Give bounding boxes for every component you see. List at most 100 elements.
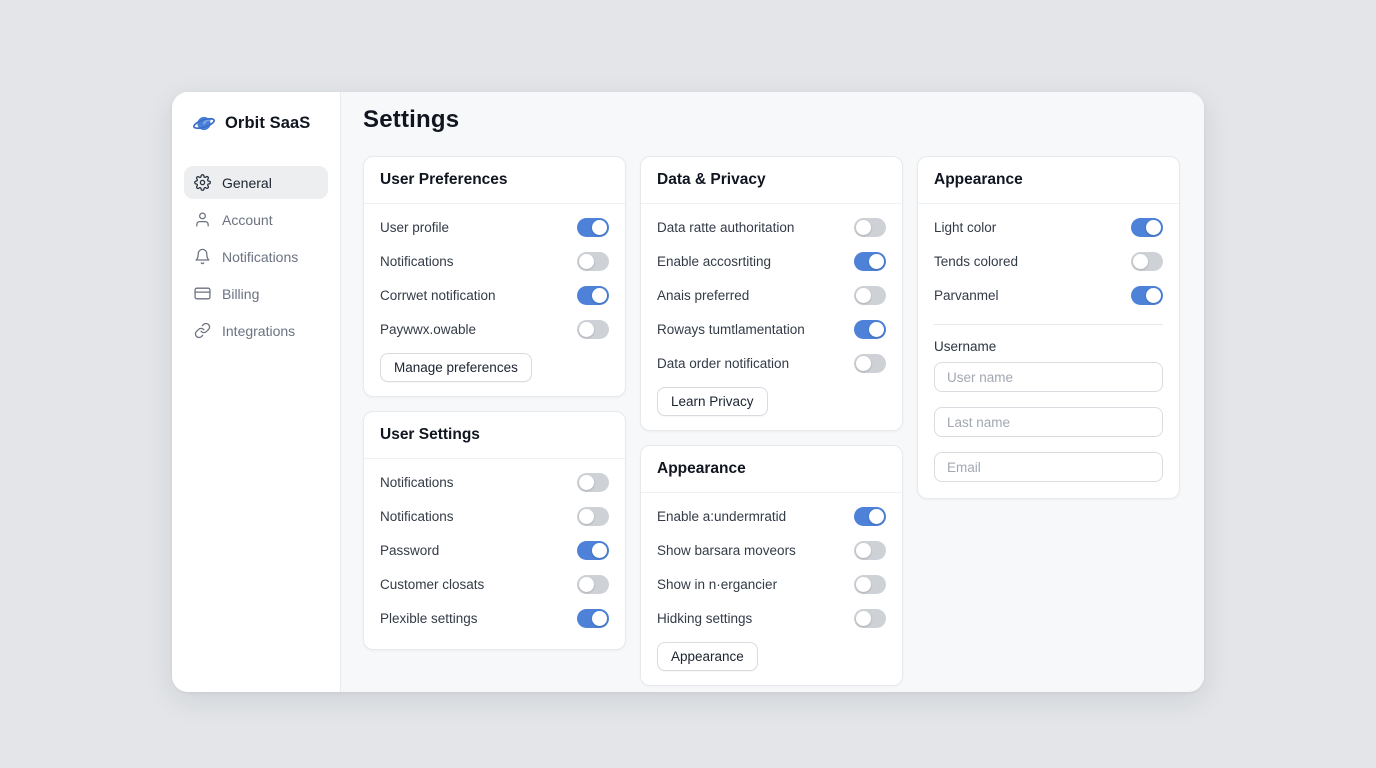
setting-label: Show barsara moveors xyxy=(657,542,796,558)
card-title: Appearance xyxy=(934,171,1023,188)
planet-icon xyxy=(193,116,215,131)
toggle-switch[interactable] xyxy=(1131,251,1163,271)
setting-label: Show in n·ergancier xyxy=(657,576,778,592)
toggle-knob xyxy=(869,321,884,337)
card-title: User Settings xyxy=(380,426,480,443)
toggle-knob xyxy=(592,542,607,558)
toggle-knob xyxy=(579,576,594,592)
sidebar-item-account[interactable]: Account xyxy=(184,203,328,236)
toggle-switch[interactable] xyxy=(577,217,609,237)
setting-row: Show barsara moveors xyxy=(657,533,886,567)
toggle-knob xyxy=(579,474,594,490)
setting-row: Enable accosrtiting xyxy=(657,244,886,278)
card-header: User Preferences xyxy=(364,157,625,204)
settings-window: Orbit SaaS General Account Notif xyxy=(172,92,1204,692)
first-name-input[interactable] xyxy=(934,362,1163,392)
card-columns: User Preferences User profile Notificati… xyxy=(363,156,1180,686)
toggle-switch[interactable] xyxy=(854,574,886,594)
setting-row: Tends colored xyxy=(934,244,1163,278)
data-privacy-card: Data & Privacy Data ratte authoritation … xyxy=(640,156,903,431)
card-title: User Preferences xyxy=(380,171,508,188)
user-icon xyxy=(196,212,209,227)
card-title: Appearance xyxy=(657,460,746,477)
setting-row: Notifications xyxy=(380,499,609,533)
toggle-switch[interactable] xyxy=(577,472,609,492)
toggle-switch[interactable] xyxy=(577,285,609,305)
toggle-switch[interactable] xyxy=(854,540,886,560)
card-header: Data & Privacy xyxy=(641,157,902,204)
toggle-switch[interactable] xyxy=(1131,285,1163,305)
toggle-knob xyxy=(592,610,607,626)
sidebar-item-label: Account xyxy=(222,211,273,228)
appearance-button[interactable]: Appearance xyxy=(657,642,758,671)
sidebar-item-label: Billing xyxy=(222,285,260,302)
toggle-switch[interactable] xyxy=(854,353,886,373)
card-body: Light color Tends colored Parvanmel U xyxy=(918,204,1179,498)
learn-privacy-button[interactable]: Learn Privacy xyxy=(657,387,768,416)
column-1: User Preferences User profile Notificati… xyxy=(363,156,626,650)
card-body: User profile Notifications Corrwet notif… xyxy=(364,204,625,396)
toggle-knob xyxy=(592,287,607,303)
toggle-knob xyxy=(856,355,871,371)
setting-row: Corrwet notification xyxy=(380,278,609,312)
toggle-switch[interactable] xyxy=(854,251,886,271)
column-3: Appearance Light color Tends colored Par… xyxy=(917,156,1180,499)
sidebar-item-integrations[interactable]: Integrations xyxy=(184,314,328,347)
setting-row: Data order notification xyxy=(657,346,886,380)
toggle-switch[interactable] xyxy=(577,540,609,560)
setting-label: Light color xyxy=(934,219,997,235)
setting-label: Enable a:undermratid xyxy=(657,508,787,524)
setting-row: Notifications xyxy=(380,465,609,499)
card-body: Notifications Notifications Password xyxy=(364,459,625,649)
manage-preferences-button[interactable]: Manage preferences xyxy=(380,353,532,382)
toggle-switch[interactable] xyxy=(1131,217,1163,237)
setting-label: User profile xyxy=(380,219,450,235)
toggle-knob xyxy=(1146,219,1161,235)
sidebar-item-billing[interactable]: Billing xyxy=(184,277,328,310)
setting-row: Light color xyxy=(934,210,1163,244)
toggle-switch[interactable] xyxy=(854,506,886,526)
toggle-switch[interactable] xyxy=(854,608,886,628)
toggle-switch[interactable] xyxy=(854,285,886,305)
toggle-knob xyxy=(1133,253,1148,269)
user-preferences-card: User Preferences User profile Notificati… xyxy=(363,156,626,397)
link-icon xyxy=(194,322,211,339)
column-2: Data & Privacy Data ratte authoritation … xyxy=(640,156,903,686)
setting-row: Customer closats xyxy=(380,567,609,601)
setting-label: Customer closats xyxy=(380,576,485,592)
sidebar-item-label: Notifications xyxy=(222,248,299,265)
appearance-card-right: Appearance Light color Tends colored Par… xyxy=(917,156,1180,499)
setting-label: Data ratte authoritation xyxy=(657,219,795,235)
toggle-knob xyxy=(856,542,871,558)
setting-label: Notifications xyxy=(380,474,454,490)
sidebar-item-label: General xyxy=(222,174,272,191)
email-input[interactable] xyxy=(934,452,1163,482)
toggle-knob xyxy=(856,219,871,235)
card-header: User Settings xyxy=(364,412,625,459)
appearance-card-mid: Appearance Enable a:undermratid Show bar… xyxy=(640,445,903,686)
gear-icon xyxy=(194,174,211,191)
toggle-switch[interactable] xyxy=(854,217,886,237)
last-name-input[interactable] xyxy=(934,407,1163,437)
toggle-switch[interactable] xyxy=(577,251,609,271)
section-divider xyxy=(934,324,1163,325)
setting-label: Plexible settings xyxy=(380,610,478,626)
toggle-knob xyxy=(1146,287,1161,303)
toggle-switch[interactable] xyxy=(577,608,609,628)
app-name: Orbit SaaS xyxy=(225,113,311,132)
toggle-switch[interactable] xyxy=(577,574,609,594)
toggle-switch[interactable] xyxy=(577,506,609,526)
toggle-switch[interactable] xyxy=(577,319,609,339)
setting-label: Enable accosrtiting xyxy=(657,253,772,269)
toggle-knob xyxy=(579,508,594,524)
page-title: Settings xyxy=(363,106,460,133)
setting-row: Anais preferred xyxy=(657,278,886,312)
sidebar-item-general[interactable]: General xyxy=(184,166,328,199)
setting-label: Anais preferred xyxy=(657,287,750,303)
sidebar: Orbit SaaS General Account Notif xyxy=(172,92,341,692)
sidebar-item-notifications[interactable]: Notifications xyxy=(184,240,328,273)
card-header: Appearance xyxy=(918,157,1179,204)
setting-label: Tends colored xyxy=(934,253,1019,269)
setting-row: Enable a:undermratid xyxy=(657,499,886,533)
toggle-switch[interactable] xyxy=(854,319,886,339)
